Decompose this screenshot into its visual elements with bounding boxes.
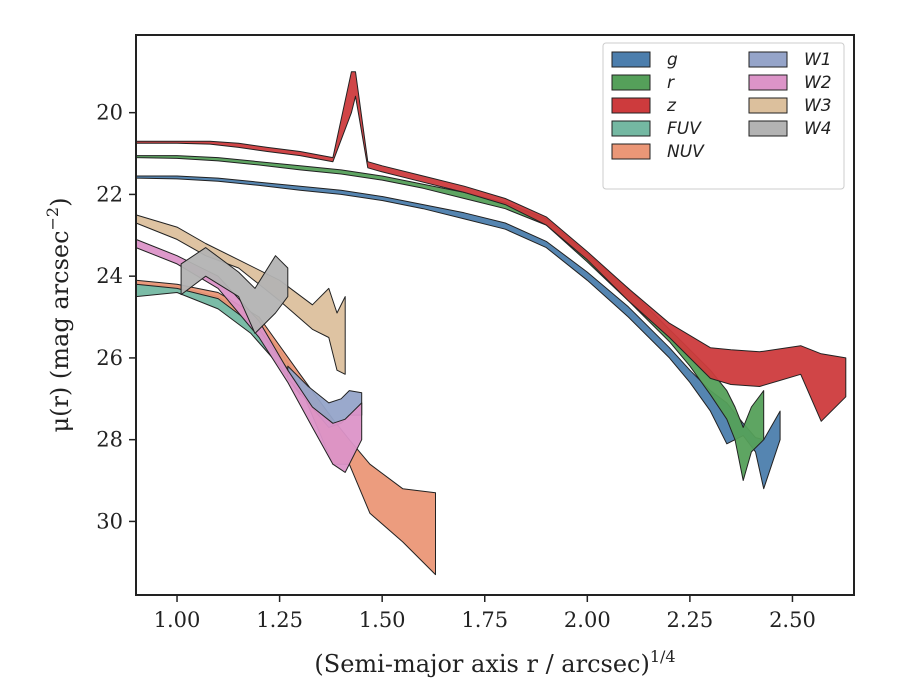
- y-axis-label: μ(r) (mag arcsec−2): [43, 198, 74, 433]
- y-tick-label: 20: [96, 101, 123, 125]
- legend-label-fuv: FUV: [667, 119, 702, 139]
- legend-swatch-g: [611, 51, 651, 68]
- legend-swatch-z: [611, 97, 651, 114]
- y-axis: 20 22 24 26 28 30: [96, 101, 136, 533]
- y-tick-label: 28: [96, 428, 123, 452]
- x-axis-label: (Semi-major axis r / arcsec)1/4: [314, 647, 675, 678]
- legend-label-w2: W2: [804, 73, 832, 93]
- legend-label-w4: W4: [804, 119, 832, 139]
- y-tick-label: 22: [96, 182, 123, 206]
- band-nuv: [135, 279, 436, 576]
- legend-label-w3: W3: [804, 96, 832, 116]
- plot-frame: [135, 34, 855, 596]
- y-tick-label: 30: [96, 509, 123, 533]
- legend-label-nuv: NUV: [667, 142, 705, 162]
- legend-swatch-w1: [748, 51, 788, 68]
- x-tick-label: 2.50: [769, 608, 816, 632]
- y-axis-label-close: ): [46, 198, 74, 207]
- x-axis-label-exponent: 1/4: [650, 647, 676, 666]
- profile-bands: [135, 71, 847, 576]
- legend: grz FUV NUV W1 W2 W3 W4: [602, 42, 845, 190]
- x-tick-label: 1.25: [256, 608, 303, 632]
- legend-label-w1: W1: [804, 50, 832, 70]
- legend-swatch-nuv: [611, 143, 651, 160]
- x-tick-label: 1.50: [359, 608, 406, 632]
- x-tick-label: 2.00: [564, 608, 611, 632]
- band-z: [135, 71, 847, 422]
- band-r: [135, 155, 765, 481]
- x-tick-label: 2.25: [667, 608, 714, 632]
- y-tick-label: 24: [96, 264, 123, 288]
- legend-label-g: g: [667, 50, 678, 70]
- legend-swatch-r: [611, 74, 651, 91]
- band-g: [135, 175, 781, 490]
- legend-swatch-w4: [748, 120, 788, 137]
- x-tick-label: 1.00: [154, 608, 201, 632]
- legend-swatch-w3: [748, 97, 788, 114]
- x-tick-label: 1.75: [461, 608, 508, 632]
- legend-label-r: r: [667, 73, 675, 93]
- x-axis: 1.00 1.25 1.50 1.75 2.00 2.25 2.50: [154, 595, 816, 632]
- y-axis-label-text: μ(r) (mag arcsec: [46, 230, 74, 432]
- y-axis-label-exponent: −2: [43, 207, 62, 231]
- legend-swatch-w2: [748, 74, 788, 91]
- x-axis-label-text: (Semi-major axis r / arcsec): [314, 650, 649, 678]
- legend-swatch-fuv: [611, 120, 651, 137]
- y-tick-label: 26: [96, 346, 123, 370]
- band-w4: [180, 247, 289, 334]
- legend-label-z: z: [666, 96, 677, 116]
